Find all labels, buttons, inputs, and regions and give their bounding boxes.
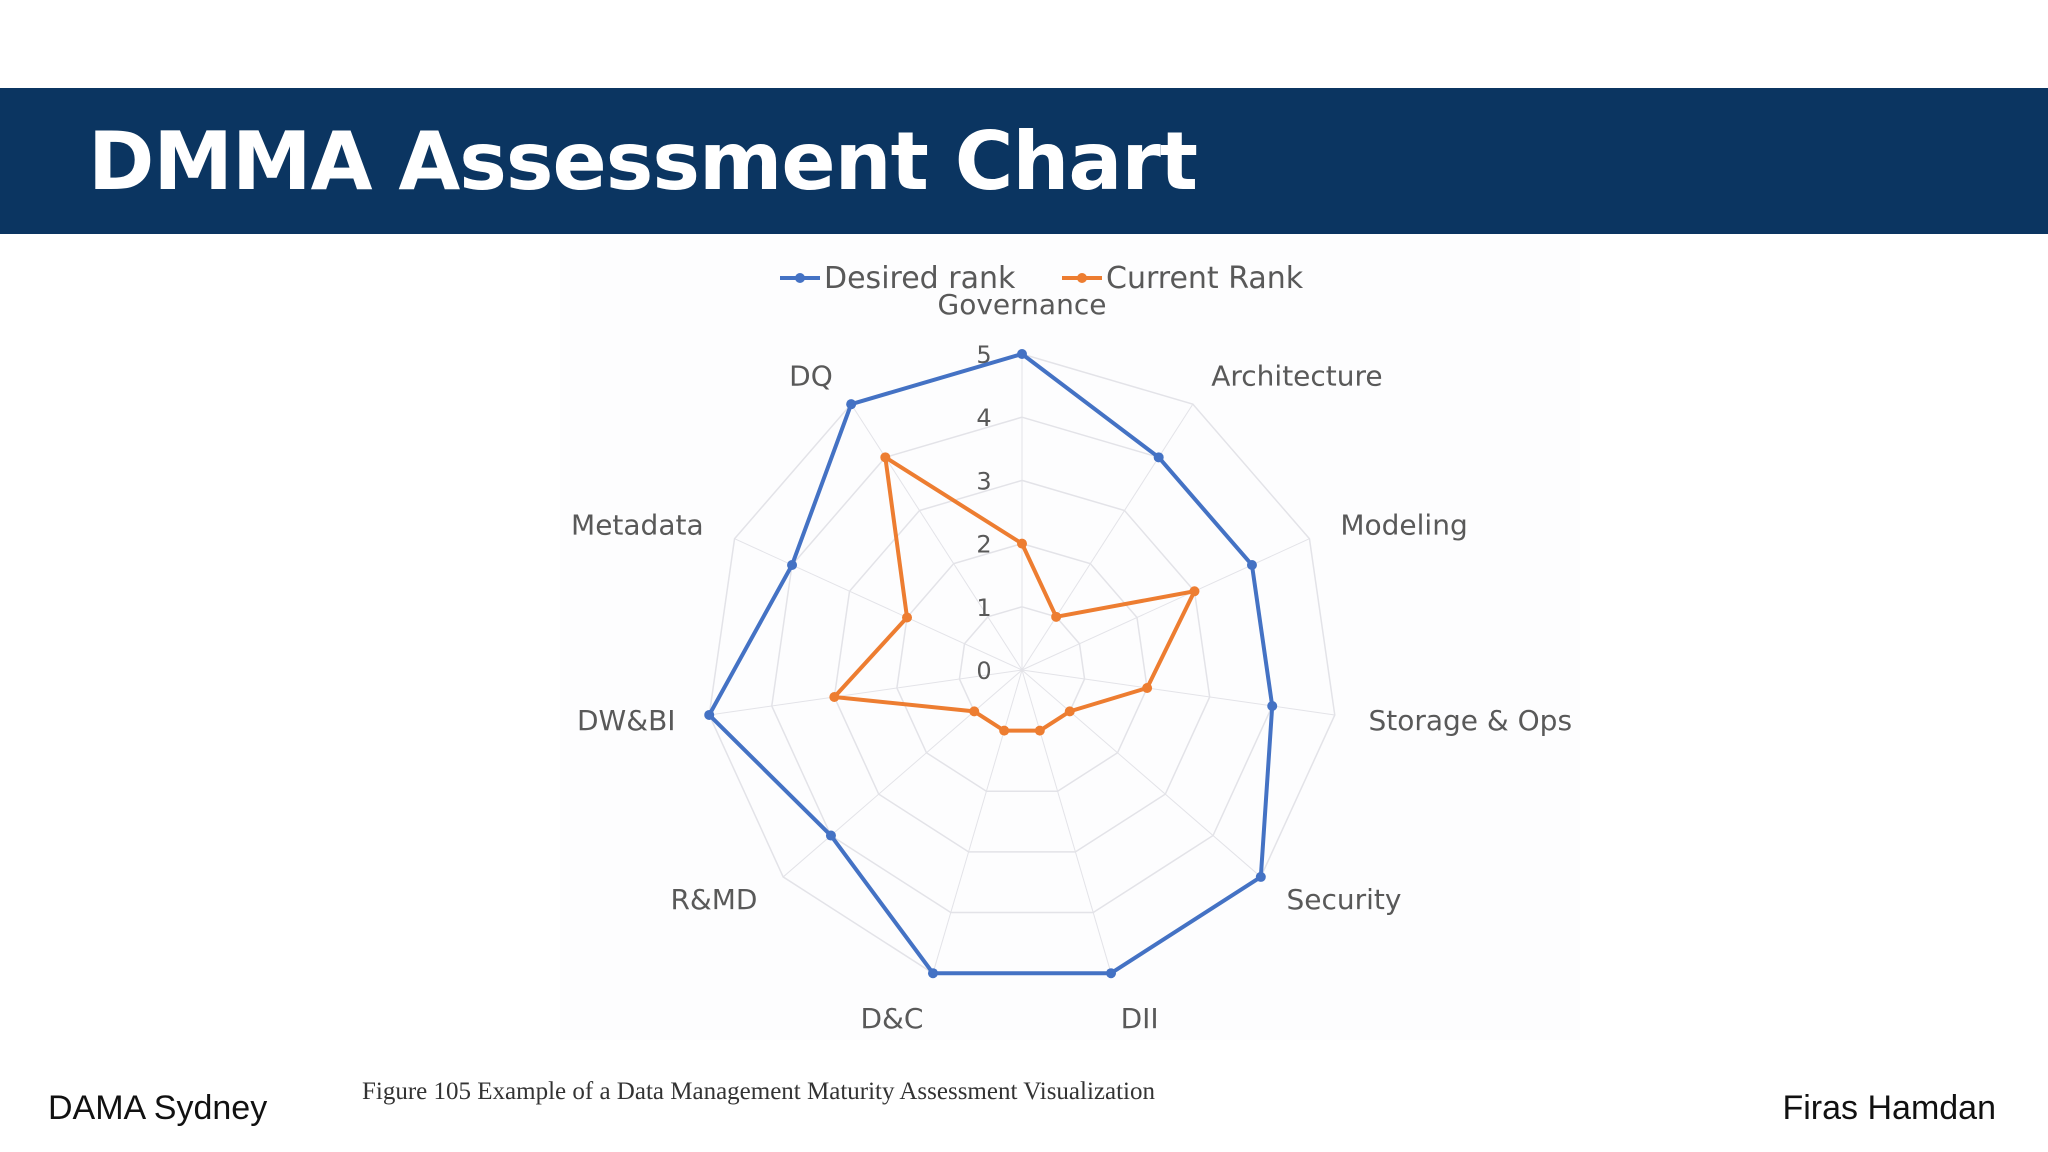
grid-spoke [1021,669,1262,878]
legend-label: Current Rank [1106,261,1304,296]
category-label: R&MD [670,883,757,916]
category-label: DQ [789,360,833,393]
grid-spoke [734,538,1023,671]
data-point [1255,871,1266,882]
category-label: Governance [938,288,1107,321]
data-point [1142,682,1153,693]
category-label: D&C [860,1002,923,1035]
data-point [1106,968,1117,979]
category-label: Storage & Ops [1368,704,1572,737]
grid-spoke [932,669,1023,974]
data-point [902,612,913,623]
grid-spoke [1021,403,1194,671]
legend-swatch-marker [1077,273,1087,283]
tick-label: 2 [976,531,991,559]
figure-caption: Figure 105 Example of a Data Management … [362,1078,1156,1105]
data-point [825,830,836,841]
data-point [1153,452,1164,463]
tick-label: 1 [976,594,991,622]
grid-spoke [1021,669,1112,974]
category-label: DW&BI [577,704,676,737]
data-point [1017,538,1027,549]
category-label: Architecture [1211,360,1382,393]
tick-label: 3 [976,467,991,495]
grid-spoke [1021,669,1335,716]
grid-spoke [782,669,1023,878]
slide-title: DMMA Assessment Chart [88,115,1198,208]
radar-category-labels: Governance Architecture Modeling Storage & … [571,288,1572,1035]
title-banner [0,88,2048,234]
grid-ring-2 [896,542,1148,793]
category-label: Metadata [571,509,704,542]
data-point [969,706,980,717]
category-label: Modeling [1340,509,1467,542]
data-point [1246,559,1257,570]
grid-spoke [850,403,1023,671]
data-point [846,399,857,410]
chart-legend: Desired rank Current Rank [780,261,1304,296]
data-point [1051,611,1062,622]
series-line-desired [707,352,1275,976]
footer-author: Firas Hamdan [1782,1089,1996,1127]
series-line-current [832,455,1197,733]
data-point [999,725,1010,736]
footer-organization: DAMA Sydney [48,1089,268,1127]
category-label: Security [1287,883,1402,916]
data-point [927,968,938,979]
grid-spoke [1021,538,1310,671]
data-point [1189,586,1200,597]
category-label: DII [1121,1002,1159,1035]
data-point [1017,349,1027,359]
radar-series [704,349,1278,979]
legend-label: Desired rank [824,261,1016,296]
data-point [1064,706,1075,717]
tick-label: 0 [976,657,991,685]
tick-label: 4 [976,404,991,432]
data-point [829,691,840,702]
grid-ring-3 [833,479,1211,853]
radar-spokes [709,354,1335,974]
data-point [787,559,798,570]
data-point [1034,725,1045,736]
grid-spoke [709,669,1023,716]
data-point [1267,700,1278,711]
legend-swatch-marker [795,273,805,283]
data-point [880,452,891,463]
data-point [704,709,715,720]
